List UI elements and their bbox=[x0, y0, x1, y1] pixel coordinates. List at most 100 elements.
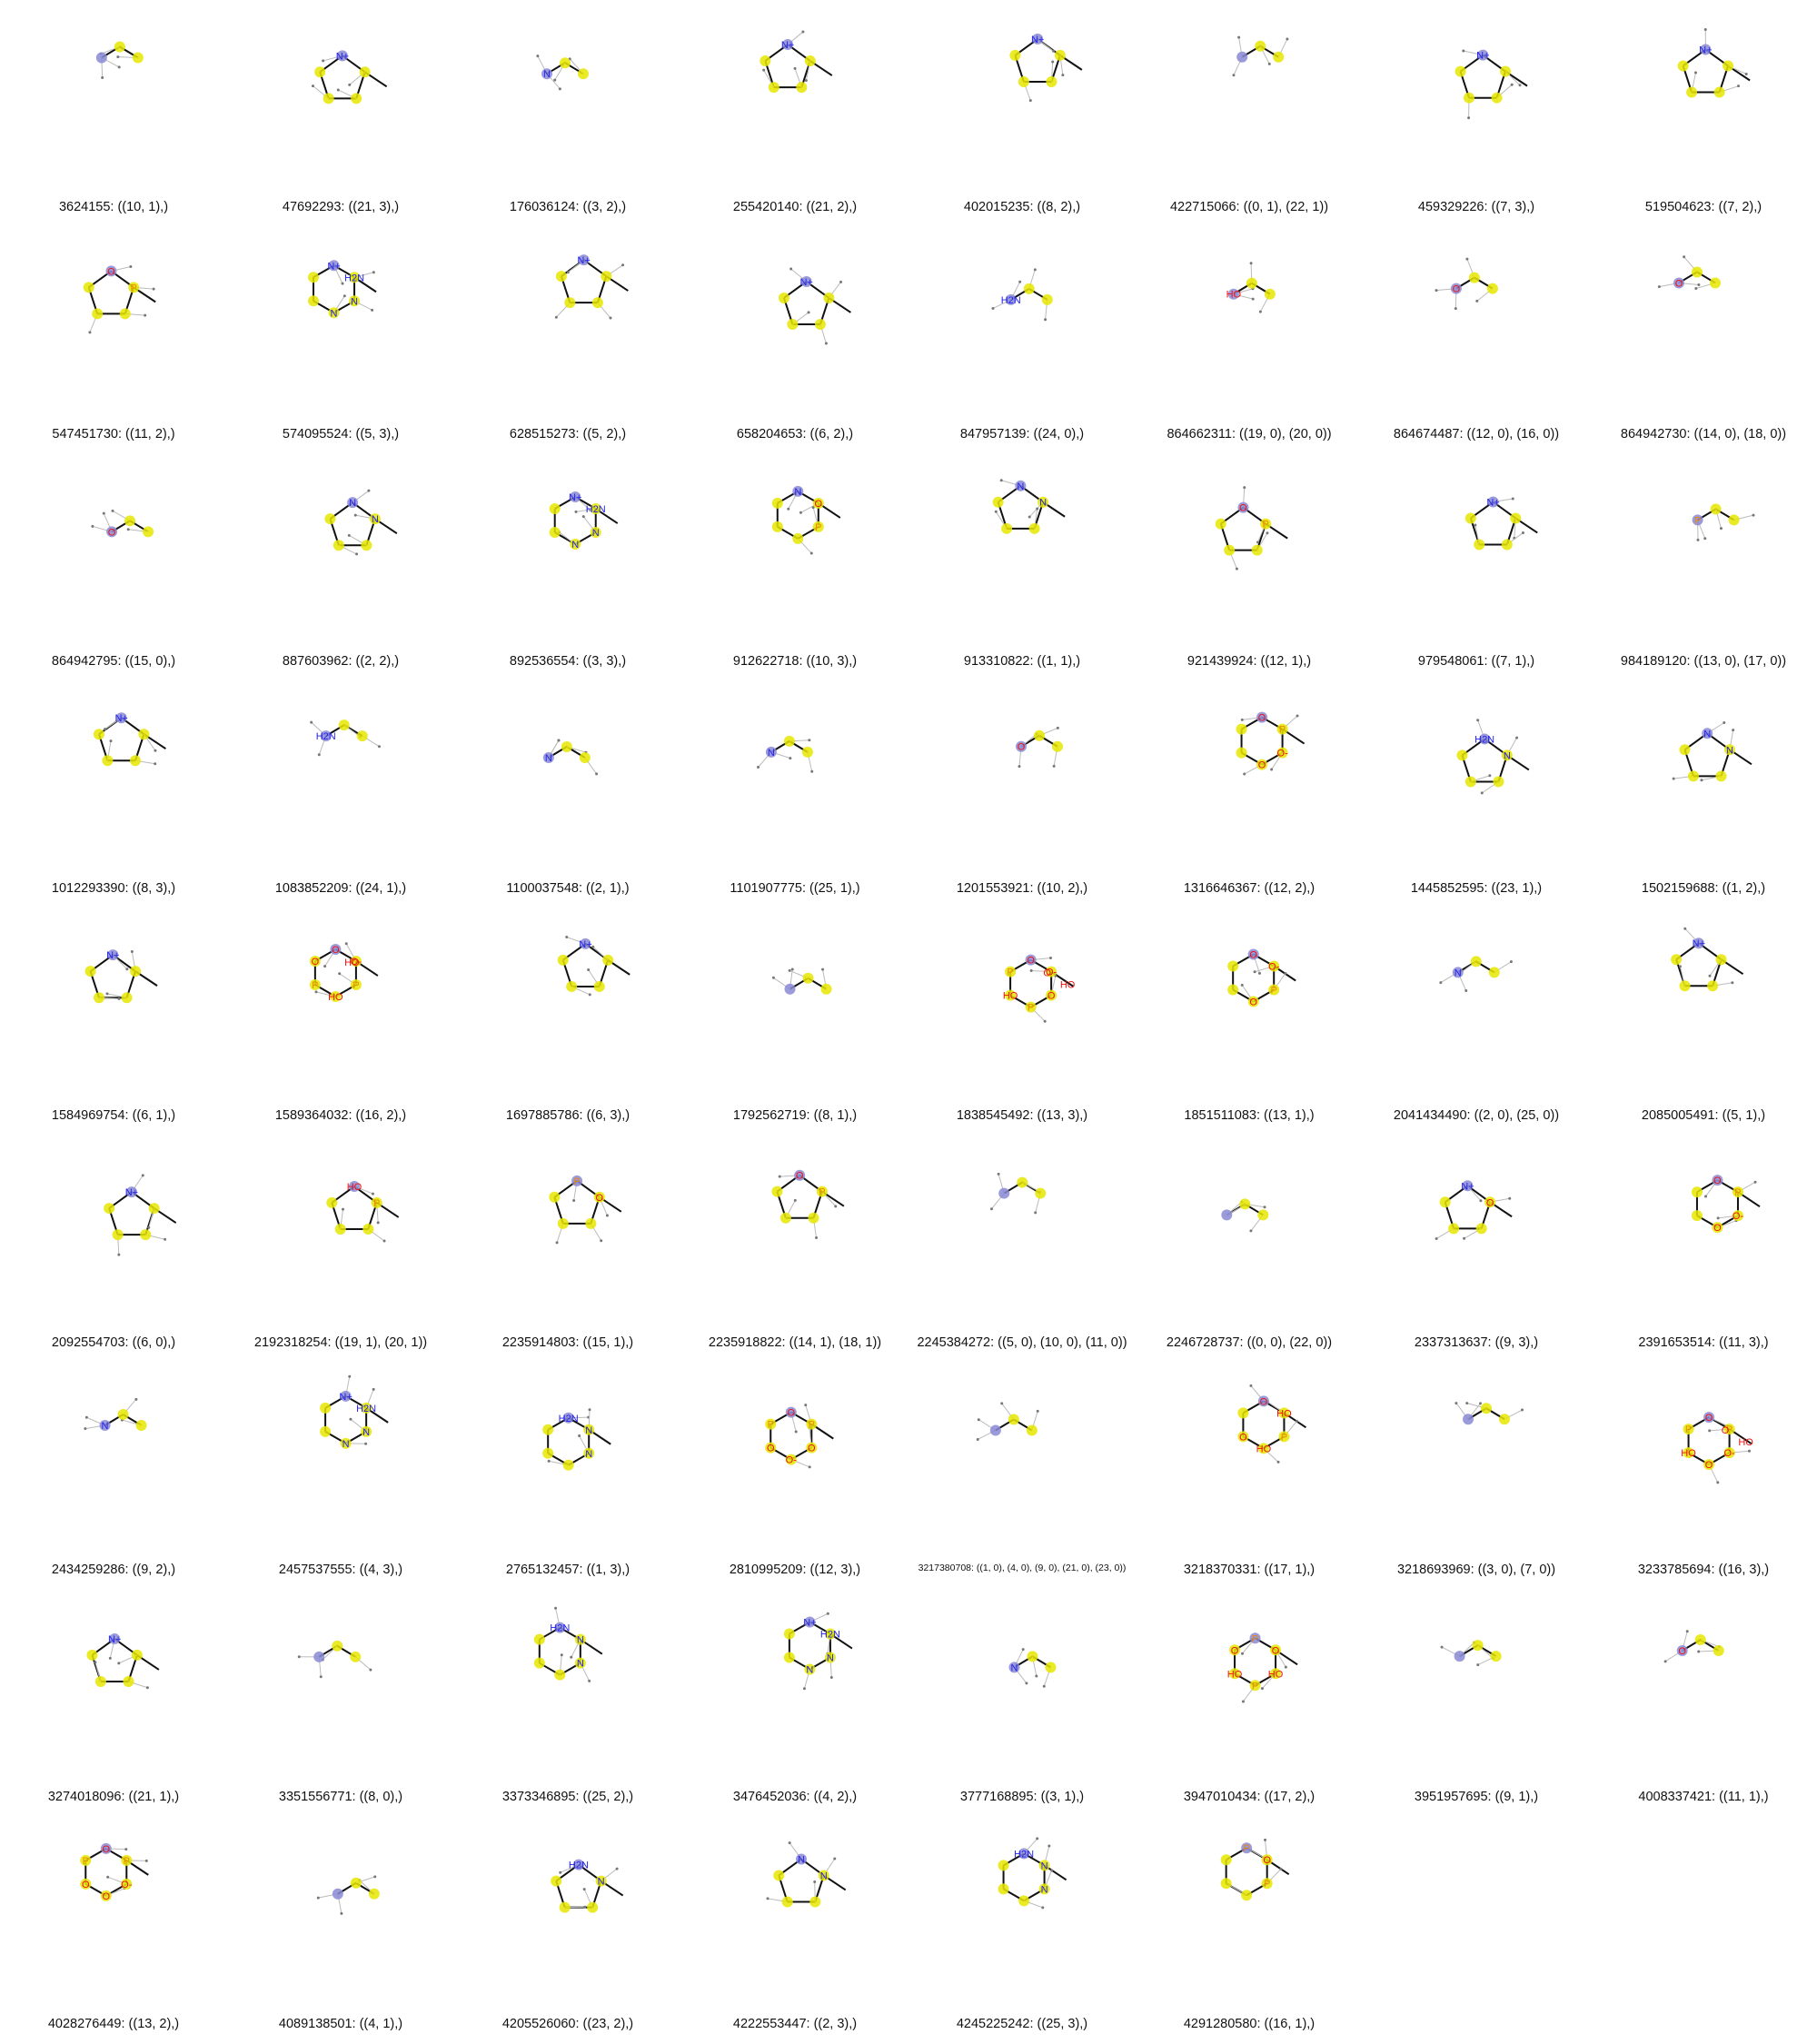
highlight-atom bbox=[1018, 75, 1029, 87]
highlight-atom bbox=[1488, 967, 1500, 978]
molecule-fragment-drawing: PO bbox=[549, 1175, 622, 1245]
highlight-atom bbox=[349, 272, 361, 283]
hydrogen-dot bbox=[1267, 62, 1271, 65]
center-atom bbox=[1247, 948, 1259, 960]
highlight-atom bbox=[1723, 744, 1735, 756]
center-atom bbox=[330, 944, 342, 956]
atom-label: N+ bbox=[781, 40, 794, 51]
highlight-atom bbox=[121, 1878, 133, 1890]
hydrogen-dot bbox=[1050, 1869, 1054, 1872]
hydrogen-dot bbox=[117, 997, 121, 1000]
molecule-cell: N+ 2085005491: ((5, 1),) bbox=[1590, 908, 1817, 1136]
hydrogen-dot bbox=[801, 30, 805, 34]
hydrogen-dot bbox=[536, 55, 540, 58]
atom-label: N bbox=[1504, 750, 1511, 761]
atom-label: N bbox=[577, 1659, 584, 1670]
molecule-cell: N 3777168895: ((3, 1),) bbox=[908, 1590, 1136, 1817]
molecule-cell: N 176036124: ((3, 2),) bbox=[454, 0, 681, 227]
hydrogen-dot bbox=[1028, 515, 1031, 519]
molecule-fragment-drawing: N+ bbox=[554, 254, 629, 320]
atom-label: O bbox=[1722, 1425, 1730, 1436]
center-atom bbox=[1692, 514, 1703, 526]
molecule-fragment-drawing: NN bbox=[992, 479, 1066, 534]
hydrogen-dot bbox=[811, 506, 815, 510]
hydrogen-dot bbox=[547, 1459, 551, 1463]
atom-label: N+ bbox=[125, 1187, 138, 1198]
hydrogen-dot bbox=[355, 552, 359, 556]
center-atom bbox=[332, 1888, 343, 1900]
molecule-fragment-drawing bbox=[989, 1172, 1047, 1215]
hydrogen-dot bbox=[809, 551, 813, 555]
atom-label: H2N bbox=[550, 1623, 570, 1634]
atom-label: O bbox=[82, 1880, 90, 1890]
fragment-caption: 2337313637: ((9, 3),) bbox=[1414, 1335, 1539, 1350]
hydrogen-dot bbox=[793, 66, 797, 70]
hydrogen-dot bbox=[316, 1896, 320, 1900]
hydrogen-dot bbox=[1716, 1216, 1720, 1220]
molecule-fragment-drawing bbox=[1440, 1640, 1502, 1667]
atom-label: O bbox=[1027, 956, 1035, 967]
fragment-caption: 4245225242: ((25, 3),) bbox=[956, 2017, 1088, 2031]
highlight-atom bbox=[1474, 539, 1485, 551]
hydrogen-dot bbox=[1700, 779, 1703, 782]
highlight-atom bbox=[80, 1878, 92, 1890]
highlight-atom bbox=[320, 1425, 332, 1437]
hydrogen-dot bbox=[588, 993, 591, 997]
highlight-atom bbox=[1715, 954, 1727, 966]
atom-label: H2N bbox=[586, 504, 606, 515]
highlight-atom bbox=[1677, 60, 1689, 72]
highlight-atom bbox=[1273, 51, 1285, 63]
molecule-fragment-drawing: O bbox=[1663, 1630, 1724, 1663]
molecule-fragment-drawing: N+ bbox=[778, 267, 851, 345]
hydrogen-dot bbox=[815, 1236, 819, 1240]
center-atom bbox=[765, 746, 777, 758]
highlight-atom bbox=[1691, 1210, 1703, 1222]
fragment-caption: 574095524: ((5, 3),) bbox=[282, 427, 400, 442]
center-atom bbox=[115, 712, 127, 724]
center-atom bbox=[1032, 33, 1044, 45]
atom-label: O bbox=[1231, 1645, 1239, 1656]
hydrogen-dot bbox=[1028, 99, 1032, 103]
molecule-cell: N N 887603962: ((2, 2),) bbox=[227, 454, 454, 681]
highlight-atom bbox=[1220, 1878, 1232, 1890]
molecule-fragment-drawing: N+ O bbox=[1435, 1180, 1513, 1240]
highlight-atom bbox=[1028, 522, 1040, 534]
hydrogen-dot bbox=[1518, 84, 1522, 87]
hydrogen-dot bbox=[338, 972, 342, 976]
molecule-fragment-drawing: P O HO P HO O bbox=[1227, 1632, 1298, 1703]
hydrogen-dot bbox=[104, 728, 107, 731]
highlight-atom bbox=[1500, 65, 1512, 77]
hydrogen-dot bbox=[364, 1442, 368, 1445]
highlight-atom bbox=[1239, 1198, 1251, 1210]
hydrogen-dot bbox=[565, 935, 569, 938]
hydrogen-dot bbox=[94, 1661, 97, 1664]
atom-label: H2N bbox=[1001, 295, 1021, 306]
center-atom bbox=[1015, 740, 1027, 752]
hydrogen-dot bbox=[129, 264, 133, 268]
highlight-atom bbox=[542, 1447, 554, 1459]
atom-label: O bbox=[1018, 742, 1026, 753]
center-atom bbox=[1676, 1645, 1688, 1657]
highlight-atom bbox=[93, 729, 104, 740]
highlight-atom bbox=[1247, 996, 1259, 1007]
highlight-atom bbox=[1448, 1223, 1460, 1235]
atom-label: HO bbox=[1003, 991, 1018, 1002]
highlight-atom bbox=[824, 1652, 836, 1663]
center-atom bbox=[1236, 51, 1248, 63]
highlight-atom bbox=[323, 93, 334, 104]
hydrogen-dot bbox=[787, 507, 790, 511]
hydrogen-dot bbox=[1465, 988, 1468, 992]
hydrogen-dot bbox=[557, 739, 561, 742]
hydrogen-dot bbox=[319, 1675, 323, 1679]
hydrogen-dot bbox=[367, 489, 371, 492]
highlight-atom bbox=[778, 292, 789, 303]
fragment-caption: 2765132457: ((1, 3),) bbox=[505, 1563, 630, 1577]
molecule-fragment-drawing: N+ bbox=[311, 50, 388, 104]
molecule-cell: N+ 402015235: ((8, 2),) bbox=[908, 0, 1136, 227]
molecule-cell: O P O- O HO P O HO 3233785694: ((16, 3),) bbox=[1590, 1363, 1817, 1590]
highlight-atom bbox=[102, 755, 114, 767]
atom-label: H2N bbox=[344, 273, 364, 283]
highlight-atom bbox=[1723, 60, 1734, 72]
highlight-atom bbox=[340, 1437, 352, 1449]
atom-label: HO bbox=[1256, 1444, 1272, 1454]
